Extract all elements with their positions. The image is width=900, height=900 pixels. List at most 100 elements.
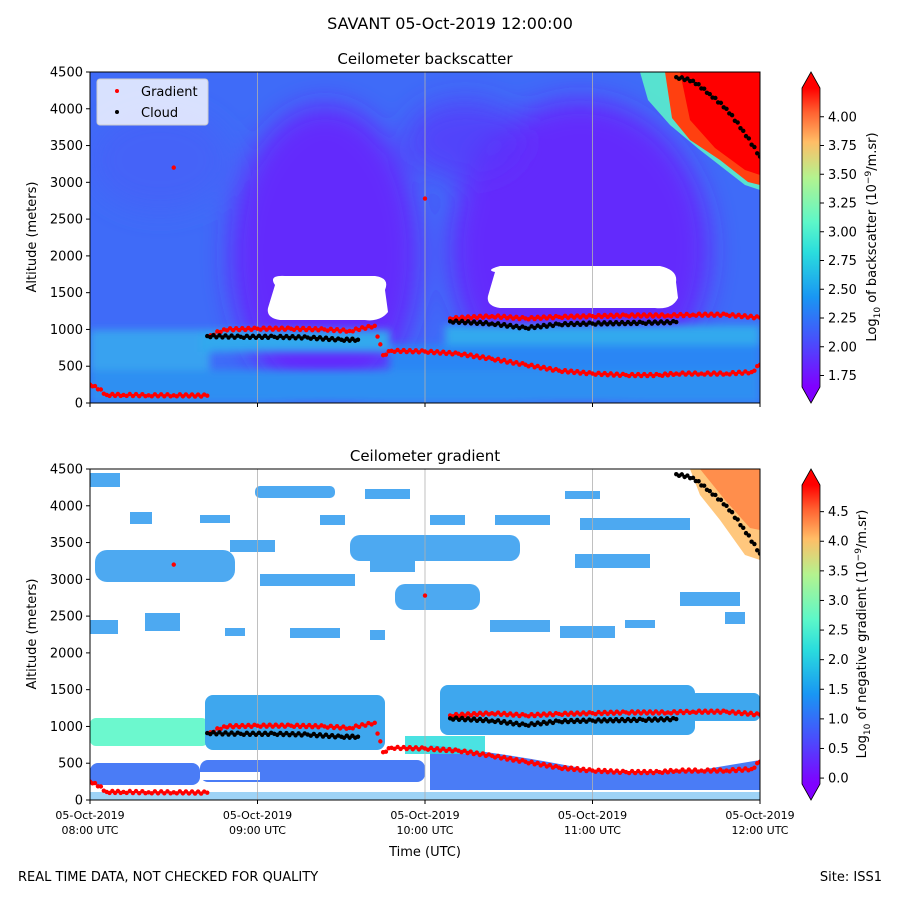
cloud-point (690, 78, 696, 84)
gradient-point (733, 371, 739, 377)
gradient-point (328, 723, 333, 729)
gradient-point (686, 370, 692, 375)
cloud-point (741, 525, 746, 531)
gradient-point (742, 313, 747, 318)
gradient-point (441, 746, 446, 751)
y-tick-label: 3500 (50, 139, 83, 154)
gradient-point (428, 348, 434, 354)
gradient-point (474, 353, 479, 358)
colorbar-tick-label: 1.0 (828, 712, 849, 727)
gradient-point (130, 790, 136, 796)
x-tick-label: 05-Oct-2019 (390, 809, 459, 822)
gradient-point (532, 713, 537, 719)
colorbar-tick-label: 3.0 (828, 594, 849, 609)
cloud-point (729, 509, 735, 515)
cloud-point (752, 541, 757, 547)
cloud-point (538, 325, 543, 330)
cloud-point (550, 720, 556, 726)
gradient-point (447, 349, 452, 355)
gradient-point (127, 391, 132, 397)
gradient-point (748, 710, 754, 716)
gradient-point (550, 713, 556, 718)
x-tick-label: 05-Oct-2019 (725, 809, 794, 822)
gradient-point (529, 759, 534, 765)
backscatter-axes: Ceilometer backscatter (25, 50, 883, 412)
gradient-point (602, 767, 607, 773)
colorbar-tick-label: 2.00 (828, 340, 857, 355)
colorbar-tick-label: 3.5 (828, 564, 849, 579)
gradient-point (495, 753, 501, 759)
gradient-point (363, 723, 368, 728)
gradient-point (447, 746, 452, 752)
gradient-point (526, 714, 531, 719)
gradient-point (383, 352, 389, 357)
cloud-point (317, 335, 323, 340)
y-tick-label: 2000 (50, 646, 83, 661)
gradient-point (218, 726, 223, 732)
gradient-point (608, 371, 613, 376)
cloud-point (724, 106, 729, 111)
gradient-point (508, 314, 513, 319)
cloud-point (323, 335, 329, 340)
gradient-point (532, 316, 537, 322)
cloud-point (752, 144, 757, 150)
gradient-point (568, 765, 574, 770)
cloud-point (514, 323, 519, 328)
colorbar-tick-label: 4.5 (828, 505, 849, 520)
gradient-point (544, 316, 550, 321)
colorbar-tick-label: 2.0 (828, 653, 849, 668)
gradient-point (375, 731, 380, 736)
gradient-point (356, 327, 362, 333)
backscatter-x-axis (89, 403, 761, 407)
cloud-point (526, 326, 531, 331)
gradient-point (702, 372, 707, 377)
gradient-point (757, 712, 760, 717)
gradient-point (562, 367, 568, 373)
gradient-point (705, 370, 710, 375)
cloud-point (501, 718, 507, 724)
gradient-point (711, 370, 717, 375)
cloud-point (729, 112, 735, 118)
gradient-point (742, 710, 747, 715)
gradient-point (375, 334, 380, 339)
gradient-point (350, 726, 355, 731)
x-tick-label: 05-Oct-2019 (55, 809, 124, 822)
colorbar-tick-label: 2.50 (828, 283, 857, 298)
backscatter-gridlines (257, 72, 593, 403)
gradient-point (740, 768, 745, 773)
gradient-point (689, 372, 695, 377)
gradient-point (718, 767, 723, 772)
gradient-point (689, 769, 695, 774)
gradient-point (529, 362, 534, 368)
gradient-point (535, 760, 540, 766)
gradient-point (596, 370, 601, 376)
backscatter-colorbar: 1.75 2.00 2.25 2.50 2.75 3.00 3.25 3.50 3.75 4.00… (801, 71, 883, 404)
cloud-point (329, 732, 335, 738)
gradient-point (149, 791, 154, 796)
gradient-point (562, 764, 568, 770)
y-tick-label: 1500 (50, 683, 83, 698)
site-label: Site: ISS1 (819, 870, 882, 885)
gradient-point (341, 327, 346, 332)
cloud-point (735, 517, 740, 522)
gradient-point (736, 312, 741, 318)
gradient-point (133, 788, 139, 794)
legend-gradient-marker (115, 89, 119, 93)
gradient-point (165, 789, 170, 794)
colorbar-tick-label: 3.00 (828, 225, 857, 240)
cloud-point (355, 734, 361, 739)
gradient-point (727, 769, 732, 774)
gradient-point (140, 391, 145, 397)
gradient-point (608, 768, 613, 773)
gradient-point (501, 754, 507, 760)
cloud-point (526, 723, 531, 728)
colorbar-tick-label: 3.25 (828, 197, 857, 212)
y-tick-label: 0 (75, 397, 83, 412)
x-tick-label: 09:00 UTC (229, 824, 286, 837)
gradient-colorbar: 0.0 0.5 1.0 1.5 2.0 2.5 3.0 3.5 4.0 4.5 Log10 of … (801, 468, 873, 801)
x-tick-label: 08:00 UTC (61, 824, 118, 837)
gradient-point (757, 315, 760, 320)
gradient-point (328, 326, 333, 332)
gradient-point (705, 767, 710, 772)
